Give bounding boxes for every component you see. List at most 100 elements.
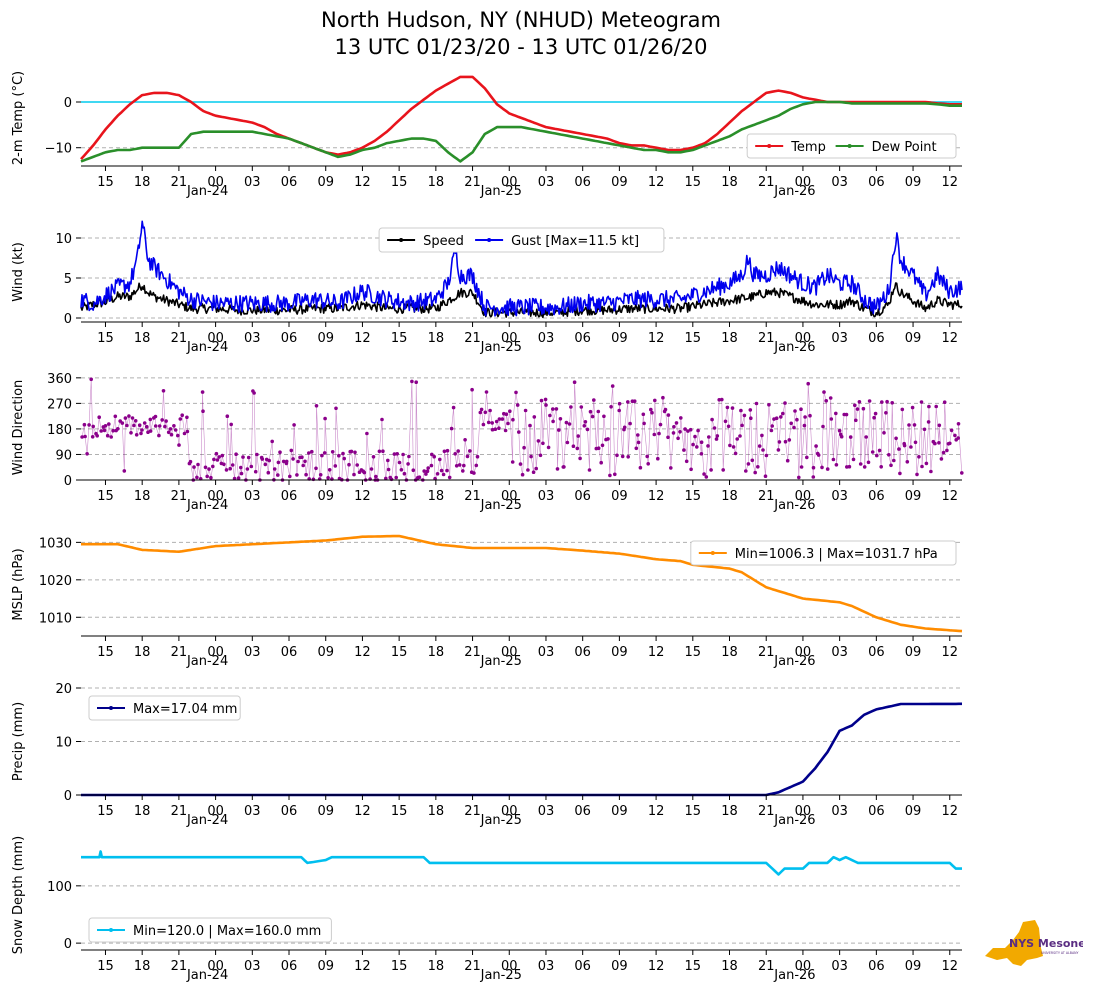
x-tick-label: 18 [721,489,738,504]
wind-direction-point [927,404,931,409]
wind-direction-point [939,457,944,461]
wind-direction-point [934,404,938,409]
wind-direction-point [558,417,563,421]
legend-marker [710,551,715,555]
wind-direction-point [669,466,673,470]
wind-direction-point [746,462,751,466]
wind-direction-point [111,428,115,433]
wind-direction-point [837,428,842,433]
wind-direction-point [824,399,828,403]
x-tick-label: 18 [428,645,445,660]
x-date-label: Jan-25 [480,340,522,355]
wind-direction-point [506,421,510,426]
y-tick-label: 1030 [39,536,72,551]
x-tick-label: 09 [905,959,922,974]
x-tick-label: 21 [464,175,481,190]
x-tick-label: 15 [97,645,114,660]
x-tick-label: 21 [171,645,188,660]
x-tick-label: 06 [574,489,591,504]
wind-direction-point [551,419,555,424]
x-tick-label: 03 [538,645,555,660]
logo-title: NYS Mesonet [1009,937,1083,950]
x-tick-label: 12 [941,804,958,819]
x-tick-label: 15 [685,804,702,819]
wind-direction-point [214,451,219,456]
wind-direction-point [89,377,93,382]
wind-direction-point [632,399,637,404]
wind-direction-point [252,391,256,395]
wind-direction-point [327,468,332,472]
wind-direction-point [377,449,382,454]
wind-direction-point [555,467,560,471]
wind-direction-point [523,408,528,413]
wind-direction-point [490,427,495,432]
wind-direction-point [529,454,533,459]
wind-direction-point [924,461,929,466]
wind-direction-point [386,467,391,472]
wind-direction-point [234,452,238,457]
wind-direction-point [684,459,689,464]
x-tick-label: 06 [574,959,591,974]
y-tick-label: 10 [55,232,72,247]
wind-direction-point [255,452,259,457]
wind-direction-point [714,437,719,441]
wind-direction-point [913,440,918,445]
wind-direction-point [626,455,630,459]
wind-direction-point [284,459,289,464]
wind-direction-point [457,463,462,467]
wind-direction-point [749,416,753,421]
wind-direction-point [134,433,139,437]
x-tick-label: 21 [171,804,188,819]
x-tick-label: 12 [354,331,371,346]
wind-direction-point [599,460,603,465]
wind-direction-point [411,468,416,473]
x-tick-label: 03 [244,489,261,504]
x-date-label: Jan-26 [773,813,815,828]
x-tick-label: 00 [795,331,812,346]
wind-direction-point [161,389,166,393]
x-tick-label: 21 [464,489,481,504]
x-tick-label: 12 [648,804,665,819]
x-tick-label: 00 [207,804,224,819]
wind-direction-point [676,436,680,441]
series-line-temp-0 [80,75,962,160]
x-tick-label: 15 [391,331,408,346]
x-tick-label: 09 [905,489,922,504]
x-tick-label: 12 [648,645,665,660]
chart-title-line-1: North Hudson, NY (NHUD) Meteogram [321,8,721,32]
wind-direction-point [386,458,390,463]
legend-box [88,695,241,721]
wind-direction-point [909,445,913,449]
wind-direction-point [270,439,275,444]
legend-label: Speed [423,234,464,249]
wind-direction-point [160,418,164,422]
wind-direction-point [82,422,87,427]
wind-direction-point [493,427,498,432]
wind-direction-point [829,417,834,421]
wind-direction-point [658,422,663,427]
wind-direction-point [515,403,520,407]
wind-direction-point [638,465,643,470]
wind-direction-point [656,456,660,461]
legend-precip: Max=17.04 mm [88,695,241,721]
wind-direction-point [263,462,268,467]
x-tick-label: 00 [207,489,224,504]
wind-direction-point [922,427,927,432]
wind-direction-point [678,430,682,434]
wind-direction-point [740,423,744,428]
wind-direction-point [546,445,551,450]
x-tick-label: 03 [538,175,555,190]
wind-direction-point [839,434,844,439]
x-tick-label: 21 [464,804,481,819]
wind-direction-point [520,472,525,477]
wind-direction-point [105,433,110,438]
wind-direction-point [704,475,709,479]
wind-direction-point [816,453,821,457]
wind-direction-point [532,415,537,419]
wind-direction-point [91,424,95,429]
x-tick-label: 00 [501,175,518,190]
x-tick-label: 12 [941,489,958,504]
wind-direction-point [486,420,491,425]
wind-direction-point [897,447,901,451]
wind-direction-point [884,411,888,415]
